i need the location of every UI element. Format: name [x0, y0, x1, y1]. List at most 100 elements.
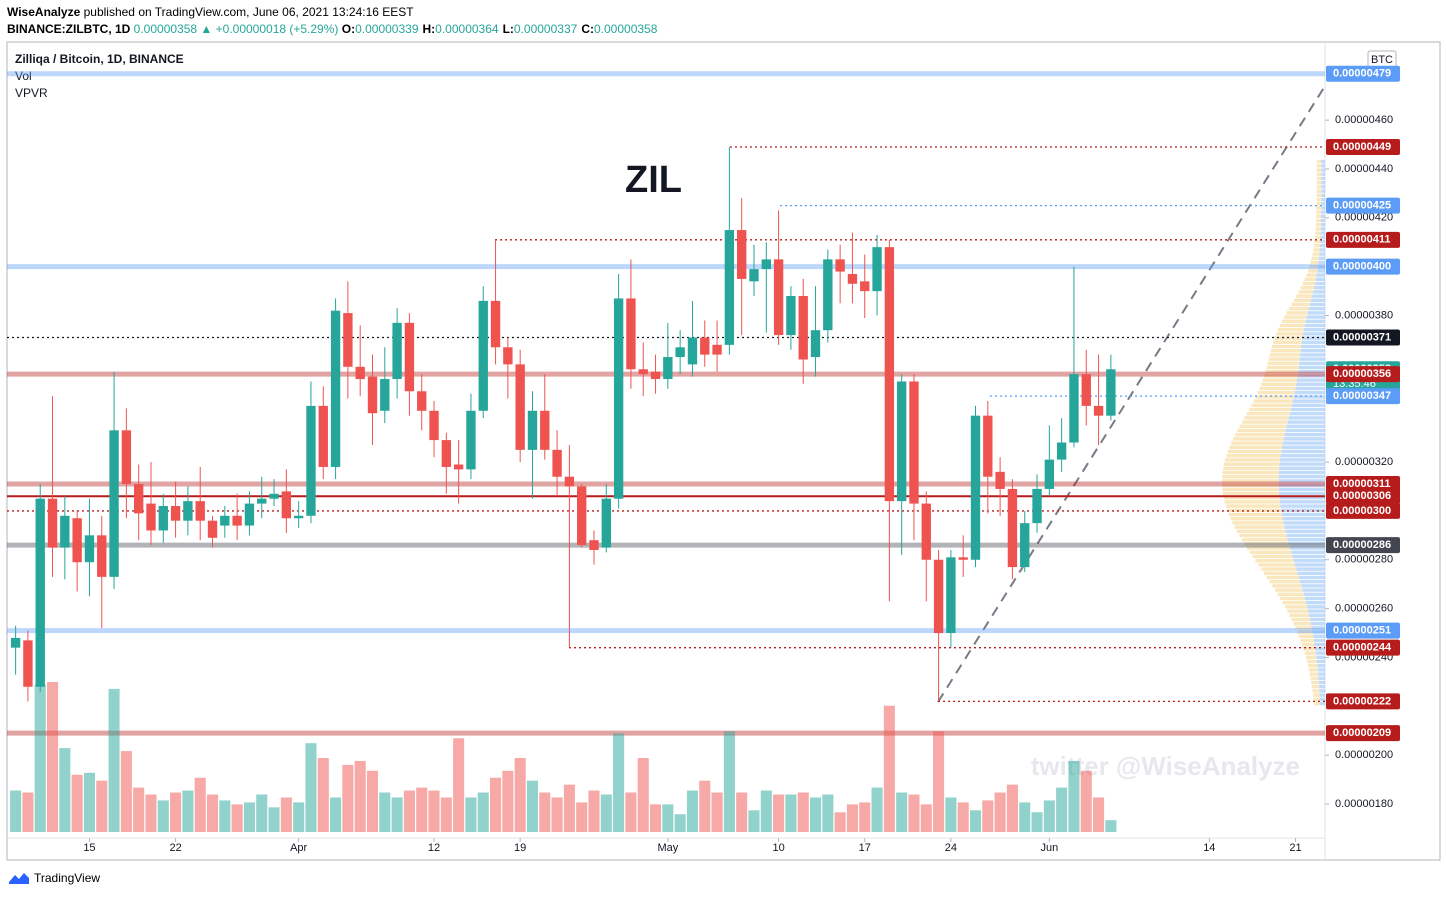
profile-bar	[1252, 554, 1293, 559]
profile-bar	[1321, 202, 1325, 206]
profile-bar	[1309, 672, 1319, 676]
profile-bar	[1267, 361, 1300, 365]
y-tick-label: 0.00000460	[1335, 114, 1393, 126]
profile-bar	[1318, 676, 1325, 680]
candle-body	[515, 364, 525, 450]
candle-body	[429, 410, 439, 441]
ohlc-value: 0.00000337	[513, 22, 578, 36]
profile-bar	[1304, 323, 1325, 328]
profile-bar	[1312, 252, 1320, 256]
candle-body	[650, 371, 661, 380]
volume-bar	[994, 792, 1006, 832]
profile-bar	[1279, 500, 1325, 504]
volume-bar	[625, 792, 637, 832]
profile-bar	[1311, 680, 1319, 685]
candle-body	[737, 230, 747, 279]
profile-bar	[1316, 160, 1322, 164]
price-label: 0.00000222	[1333, 695, 1391, 707]
profile-bar	[1303, 328, 1325, 332]
profile-bar	[1321, 168, 1325, 172]
price-label-box	[1326, 488, 1400, 505]
candle-body	[244, 503, 255, 526]
profile-bar	[1278, 483, 1325, 487]
price-label-box	[1326, 693, 1400, 710]
profile-bar	[1277, 328, 1304, 332]
profile-bar	[1311, 256, 1320, 260]
profile-bar	[1319, 685, 1325, 689]
profile-bar	[1269, 353, 1301, 357]
candle-body	[232, 515, 242, 526]
profile-bar	[1263, 571, 1298, 575]
y-tick-label: 0.00000180	[1335, 798, 1393, 810]
profile-bar	[1241, 538, 1288, 542]
profile-bar	[1320, 235, 1325, 239]
volume-bar	[440, 797, 452, 832]
price-label: 0.00000347	[1333, 390, 1391, 402]
profile-bar	[1313, 701, 1320, 706]
profile-bar	[1316, 197, 1322, 202]
volume-bar	[822, 794, 834, 832]
profile-bar	[1321, 214, 1325, 218]
volume-bar	[514, 757, 526, 832]
volume-bar	[71, 774, 83, 832]
candle-body	[786, 295, 796, 336]
candle-body	[995, 471, 1005, 489]
profile-bar	[1278, 487, 1325, 491]
profile-bar	[1313, 244, 1321, 248]
ohlc-label: H:	[422, 22, 436, 36]
profile-bar	[1284, 525, 1325, 529]
volume-bar	[366, 770, 379, 832]
profile-bar	[1313, 697, 1320, 701]
profile-bar	[1301, 340, 1325, 344]
candle-body	[121, 430, 132, 485]
profile-bar	[1316, 181, 1322, 185]
candle-body	[847, 274, 858, 284]
candle-body	[503, 347, 513, 365]
volume-bar	[563, 784, 575, 832]
price-label-box	[1326, 537, 1400, 554]
profile-bar	[1222, 475, 1279, 479]
price-label-box	[1326, 139, 1400, 156]
price-label: 0.00000400	[1333, 261, 1391, 273]
profile-bar	[1261, 567, 1297, 571]
profile-bar	[1229, 445, 1282, 449]
candle-body	[441, 440, 452, 467]
candle-body	[109, 430, 119, 577]
price-label: 0.00000300	[1333, 505, 1391, 517]
volume-bar	[662, 804, 674, 832]
candle-body	[724, 230, 735, 345]
profile-bar	[1306, 659, 1317, 664]
profile-bar	[1244, 416, 1289, 420]
profile-bar	[1272, 584, 1302, 588]
profile-bar	[1303, 647, 1316, 651]
profile-bar	[1315, 231, 1321, 235]
profile-bar	[1222, 491, 1280, 496]
profile-bar	[1316, 214, 1322, 218]
profile-bar	[1284, 315, 1307, 319]
price-label-box	[1326, 197, 1400, 214]
candle-body	[1056, 442, 1067, 460]
profile-bar	[1289, 613, 1310, 617]
y-tick-label: 0.00000420	[1335, 212, 1393, 224]
profile-bar	[1305, 601, 1325, 605]
candle-body	[983, 415, 993, 477]
volume-bar	[354, 760, 366, 832]
profile-bar	[1297, 571, 1325, 575]
candle-body	[552, 449, 562, 477]
profile-bar	[1321, 176, 1325, 181]
price-label-box	[1326, 502, 1400, 519]
price-label-box	[1326, 388, 1400, 405]
volume-bar	[785, 794, 797, 832]
profile-bar	[1318, 265, 1325, 269]
logo	[9, 873, 29, 884]
profile-bar	[1236, 529, 1286, 533]
profile-bar	[1268, 357, 1300, 361]
profile-bar	[1279, 462, 1325, 466]
candle-body	[404, 322, 415, 392]
candle-body	[392, 322, 402, 380]
profile-bar	[1237, 428, 1286, 433]
profile-bar	[1288, 416, 1325, 420]
currency: BTC	[1371, 54, 1393, 66]
profile-bar	[1293, 395, 1325, 399]
